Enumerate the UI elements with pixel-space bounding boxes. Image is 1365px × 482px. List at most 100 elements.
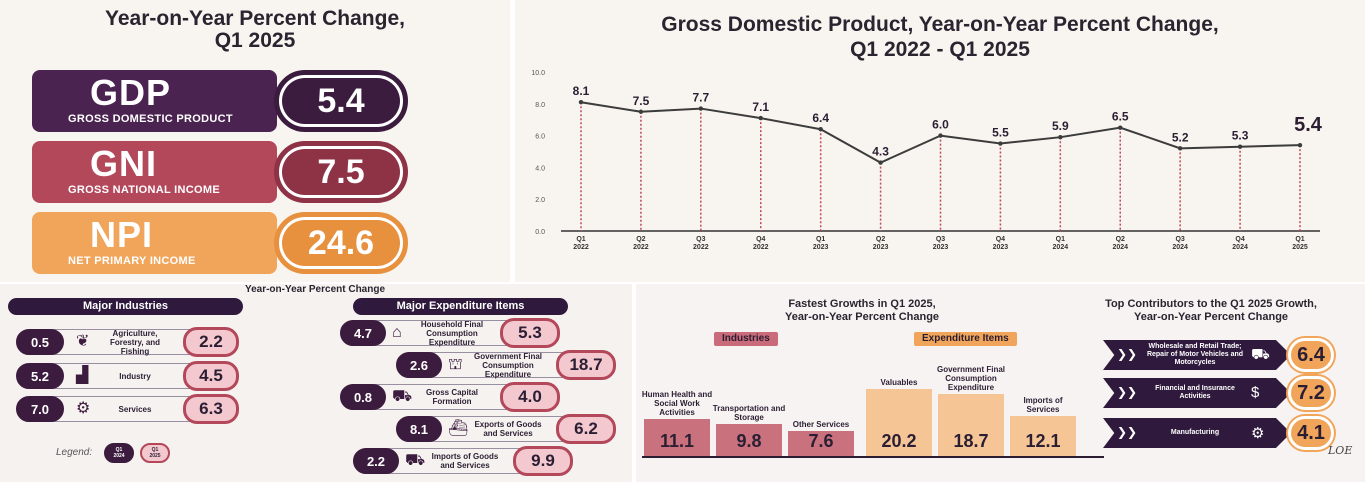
industry-q1-2025: 6.3: [183, 394, 239, 424]
expenditure-q1-2025: 4.0: [500, 382, 560, 412]
government-icon: ⛫: [448, 356, 463, 373]
x-tick-label: Q1: [1056, 236, 1065, 243]
data-label: 6.5: [1112, 110, 1129, 124]
growth-bar-value: 12.1: [1025, 430, 1061, 451]
factory-icon: ▟: [76, 367, 89, 384]
x-tick-label: Q2: [876, 236, 885, 243]
y-tick-label: 2.0: [535, 197, 545, 204]
growth-bar-value: 9.8: [736, 430, 762, 451]
gdp-line-chart-panel: Gross Domestic Product, Year-on-Year Per…: [515, 0, 1365, 282]
summary-gni-value: 7.5: [274, 141, 408, 203]
fastest-title-line1: Fastest Growths in Q1 2025,: [788, 298, 936, 310]
x-tick-year: 2022: [753, 244, 769, 251]
data-point: [638, 109, 644, 114]
line-chart-title: Gross Domestic Product, Year-on-Year Per…: [515, 12, 1365, 62]
expenditure-q1-2024: 2.6: [396, 352, 442, 378]
summary-title-line1: Year-on-Year Percent Change,: [105, 7, 405, 30]
x-tick-label: Q1: [1295, 236, 1304, 243]
cart-icon: ⛟: [1251, 346, 1270, 363]
summary-abbr: GNI: [90, 143, 158, 184]
x-tick-year: 2024: [1053, 244, 1069, 251]
data-point: [938, 133, 943, 138]
contributors-title-line2: Year-on-Year Percent Change: [1133, 311, 1289, 323]
industry-label: Industry: [119, 371, 151, 381]
gdp-line-chart: 0.02.04.06.08.010.08.1Q120227.5Q220227.7…: [531, 70, 1323, 251]
ship-icon: ⛴: [448, 420, 469, 437]
data-point: [578, 100, 584, 105]
y-axis: 0.0 2.0 4.0 6.0 8.0 10.0: [531, 70, 545, 236]
x-tick-label: Q3: [936, 236, 945, 243]
y-tick-label: 6.0: [535, 134, 545, 141]
contributor-label: Financial and Insurance Activities: [1155, 385, 1235, 400]
summary-panel: Year-on-Year Percent Change, Q1 2025 GDP…: [0, 0, 510, 282]
growth-bar-label: Human Health and Social Work Activities: [641, 390, 713, 418]
data-point: [698, 106, 704, 111]
growth-bar-label: Transportation and Storage: [712, 403, 786, 422]
x-tick-label: Q3: [1175, 236, 1184, 243]
summary-title-line2: Q1 2025: [214, 29, 296, 52]
contributor-label: Manufacturing: [1170, 429, 1220, 436]
x-tick-year: 2024: [1112, 244, 1128, 251]
expenditure-label: Government Final Consumption Expenditure: [473, 351, 542, 379]
summary-fullname: GROSS DOMESTIC PRODUCT: [68, 113, 233, 125]
legend-label: Legend:: [56, 447, 93, 458]
house-icon: ⌂: [392, 324, 402, 341]
industries-header: Major Industries: [8, 298, 243, 315]
x-tick-label: Q4: [756, 236, 765, 243]
contributors-title: Top Contributors to the Q1 2025 Growth, …: [1066, 298, 1356, 324]
x-tick-year: 2023: [993, 244, 1009, 251]
expenditure-header: Major Expenditure Items: [353, 298, 568, 315]
gear-hand-icon: ⚙: [76, 400, 91, 417]
x-tick-year: 2022: [573, 244, 589, 251]
machinery-icon: ⚙: [1251, 425, 1265, 442]
growth-bar: 7.6: [788, 430, 854, 456]
fastest-title-line2: Year-on-Year Percent Change: [784, 311, 940, 323]
data-point: [758, 115, 763, 121]
summary-gdp-pill: GDP GROSS DOMESTIC PRODUCT: [32, 70, 277, 132]
y-tick-label: 8.0: [535, 102, 545, 109]
x-tick-year: 2025: [1292, 244, 1308, 251]
line-chart-title-line1: Gross Domestic Product, Year-on-Year Per…: [661, 13, 1219, 36]
x-tick-year: 2022: [693, 244, 709, 251]
contributor-chevron: ❯❯: [1117, 347, 1138, 361]
expenditure-label: Exports of Goods and Services: [474, 420, 542, 438]
group-header-expenditure: Expenditure Items: [914, 332, 1017, 346]
data-point: [1118, 125, 1123, 130]
expenditure-label: Imports of Goods and Services: [431, 452, 499, 470]
data-point: [1058, 134, 1063, 140]
summary-fullname: GROSS NATIONAL INCOME: [68, 184, 220, 196]
growth-bar-value: 7.6: [808, 430, 834, 451]
expenditure-label: Gross Capital Formation: [425, 388, 478, 406]
data-point: [1177, 146, 1183, 151]
summary-title: Year-on-Year Percent Change, Q1 2025: [0, 8, 510, 52]
middle-title: Year-on-Year Percent Change: [244, 284, 386, 295]
x-tick-year: 2022: [633, 244, 649, 251]
data-label: 5.4: [1294, 114, 1323, 136]
fastest-title: Fastest Growths in Q1 2025, Year-on-Year…: [722, 298, 1002, 324]
data-label: 7.5: [633, 94, 650, 108]
expenditure-label: Household Final Consumption Expenditure: [420, 319, 484, 347]
growth-bar: 20.2: [866, 389, 932, 456]
sprout-icon: ❦: [76, 333, 90, 350]
industry-q1-2024: 7.0: [16, 396, 64, 422]
data-point: [1237, 144, 1243, 149]
truck-icon: ⛟: [405, 452, 426, 469]
x-tick-year: 2023: [813, 244, 829, 251]
industry-label: Agriculture, Forestry, and Fishing: [109, 328, 161, 356]
data-point: [1297, 142, 1303, 148]
line-chart-title-line2: Q1 2022 - Q1 2025: [850, 38, 1030, 61]
industry-q1-2024: 0.5: [16, 329, 64, 355]
data-label: 7.7: [692, 91, 709, 105]
bar-baseline: [642, 456, 1104, 458]
industry-q1-2025: 2.2: [183, 327, 239, 357]
signature: LOE: [1328, 444, 1353, 457]
x-tick-label: Q3: [696, 236, 705, 243]
major-items-panel: Year-on-Year Percent Change Major Indust…: [0, 284, 632, 482]
group-header-industries: Industries: [714, 332, 778, 346]
x-tick-label: Q1: [576, 236, 585, 243]
growth-bar: 18.7: [938, 394, 1004, 456]
data-label: 5.3: [1232, 129, 1249, 143]
x-tick-label: Q4: [996, 236, 1005, 243]
growth-bar-value: 11.1: [659, 430, 695, 451]
